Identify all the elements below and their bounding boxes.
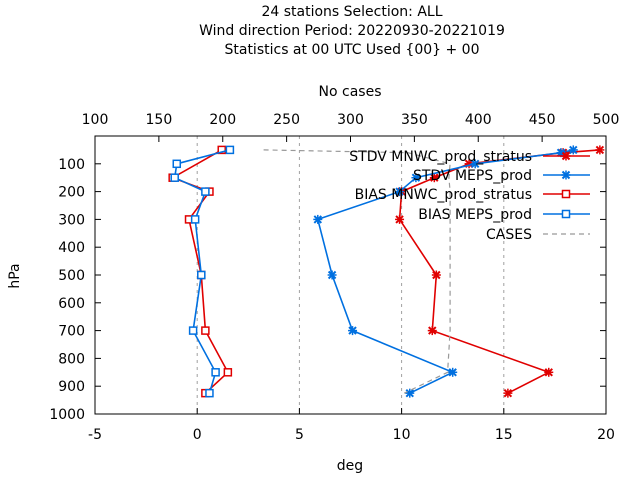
x2-tick-label: 400: [465, 112, 492, 128]
data-point: [348, 326, 358, 336]
series-4: [263, 149, 451, 394]
data-point: [561, 151, 571, 161]
data-point: [225, 145, 235, 155]
legend-item: STDV MEPS_prod: [413, 168, 590, 184]
x-axis-label: deg: [337, 458, 363, 474]
x-tick-label: 15: [495, 427, 513, 443]
series-line: [263, 149, 451, 394]
data-point: [544, 367, 554, 377]
y-tick-label: 200: [58, 185, 85, 201]
data-point: [170, 173, 179, 182]
y-axis-ticks: 100 200 300 400 500 600 700 800 900 1000: [49, 157, 606, 423]
data-point: [448, 367, 458, 377]
data-point: [211, 368, 220, 377]
legend-label: STDV MEPS_prod: [413, 168, 532, 184]
legend-label: BIAS MEPS_prod: [418, 207, 532, 223]
x2-tick-label: 150: [146, 112, 173, 128]
x2-tick-label: 100: [82, 112, 109, 128]
x-axis-ticks: -5 0 5 10 15 20: [88, 408, 615, 443]
data-point: [561, 209, 571, 219]
title-line-2: Wind direction Period: 20220930-20221019: [199, 23, 505, 39]
grid: [196, 136, 505, 414]
x-tick-label: -5: [88, 427, 102, 443]
data-point: [188, 326, 198, 335]
legend-label: STDV MNWC_prod_stratus: [349, 149, 532, 165]
data-point: [503, 388, 513, 398]
data-point: [429, 173, 439, 183]
legend-label: CASES: [486, 227, 532, 243]
x2-tick-label: 250: [273, 112, 300, 128]
data-point: [313, 214, 323, 224]
data-point: [197, 270, 206, 280]
data-point: [411, 173, 421, 183]
data-point: [595, 145, 605, 155]
data-point: [172, 159, 182, 169]
x2-tick-label: 300: [337, 112, 364, 128]
x2-tick-label: 200: [209, 112, 236, 128]
data-point: [201, 326, 210, 335]
x2-tick-label: 350: [401, 112, 428, 128]
y-axis-label: hPa: [7, 263, 23, 288]
data-point: [205, 388, 214, 398]
chart-title: 24 stations Selection: ALL Wind directio…: [199, 4, 505, 58]
y-tick-label: 300: [58, 212, 85, 228]
legend-label: BIAS MNWC_prod_stratus: [355, 187, 532, 203]
data-point: [405, 388, 415, 398]
data-point: [431, 270, 441, 280]
legend-item: STDV MNWC_prod_stratus: [349, 149, 590, 165]
data-point: [395, 214, 405, 224]
y-tick-label: 600: [58, 296, 85, 312]
data-point: [327, 270, 337, 280]
title-line-3: Statistics at 00 UTC Used {00} + 00: [224, 42, 479, 58]
legend-item: BIAS MEPS_prod: [418, 207, 590, 223]
x2-tick-label: 450: [529, 112, 556, 128]
y-tick-label: 800: [58, 351, 85, 367]
data-point: [190, 215, 200, 224]
legend: STDV MNWC_prod_stratus STDV MEPS_prod BIAS…: [349, 149, 590, 243]
x-tick-label: 5: [295, 427, 304, 443]
data-point: [470, 159, 480, 169]
data-point: [217, 145, 226, 155]
x-tick-label: 0: [193, 427, 202, 443]
x2-axis-label: No cases: [319, 84, 382, 100]
data-point: [568, 145, 578, 155]
data-point: [561, 170, 571, 180]
y-tick-label: 700: [58, 324, 85, 340]
series-3: [170, 145, 235, 398]
series-layer: [168, 145, 605, 398]
legend-item: BIAS MNWC_prod_stratus: [355, 187, 590, 203]
x2-tick-label: 500: [593, 112, 620, 128]
data-point: [561, 189, 571, 199]
x-tick-label: 20: [597, 427, 615, 443]
y-tick-label: 100: [58, 157, 85, 173]
title-line-1: 24 stations Selection: ALL: [261, 4, 442, 20]
data-point: [223, 368, 233, 377]
x2-axis-ticks: 100 150 200 250 300 350 400 450 500: [82, 112, 620, 142]
data-point: [395, 187, 405, 197]
y-tick-label: 900: [58, 379, 85, 395]
y-tick-label: 400: [58, 240, 85, 256]
data-point: [427, 326, 437, 336]
series-line: [316, 149, 574, 394]
y-tick-label: 500: [58, 268, 85, 284]
x-tick-label: 10: [393, 427, 411, 443]
y-tick-label: 1000: [49, 407, 85, 423]
data-point: [201, 187, 210, 196]
legend-item: CASES: [486, 227, 590, 243]
